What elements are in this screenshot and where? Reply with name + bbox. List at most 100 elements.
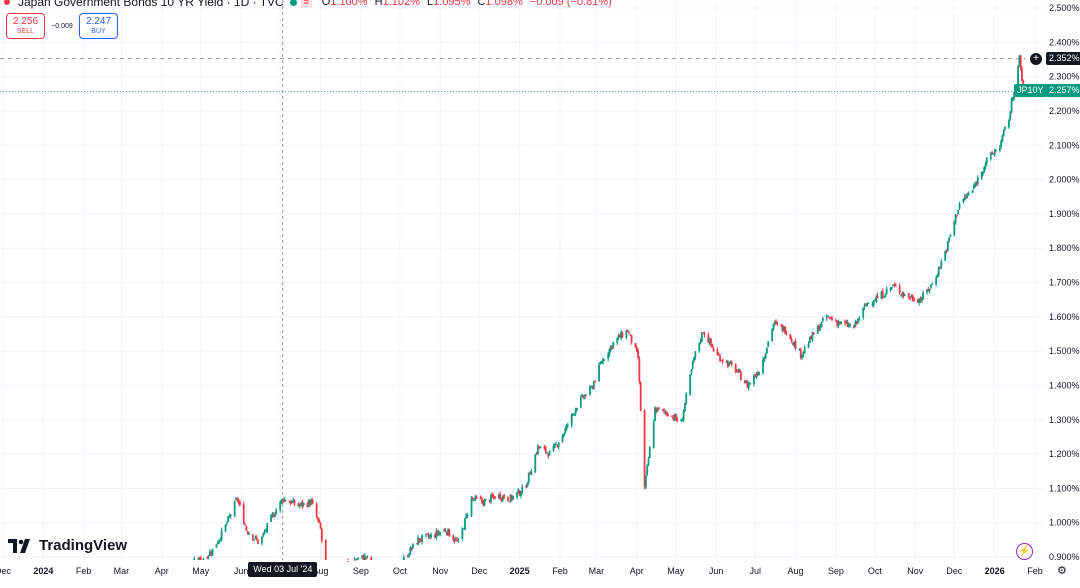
candle-body	[565, 424, 568, 430]
candle-body	[445, 531, 448, 535]
candle-body	[853, 325, 856, 328]
candle-body	[462, 528, 465, 530]
candle-body	[758, 372, 761, 376]
candle-body	[1001, 135, 1004, 142]
candle-body	[464, 518, 466, 530]
candle-body	[782, 326, 785, 331]
candle-body	[428, 535, 431, 538]
candle-body	[707, 334, 710, 344]
market-status-icon[interactable]	[289, 0, 297, 6]
candle-body	[939, 266, 941, 268]
candle-body	[703, 332, 706, 335]
candle-body	[831, 317, 833, 320]
candle-body	[235, 499, 237, 501]
candle-body	[357, 557, 360, 559]
candle-body	[603, 359, 606, 361]
candle-body	[585, 395, 587, 397]
candle-body	[802, 351, 805, 356]
candle-body	[500, 498, 503, 500]
candle-body	[517, 489, 520, 494]
candle-body	[298, 505, 301, 507]
candle-body	[543, 446, 546, 449]
candle-body	[448, 529, 451, 537]
candle-body	[535, 453, 538, 455]
x-tick-label: Dec	[471, 566, 488, 576]
candle-body	[903, 294, 906, 296]
candle-body	[562, 433, 565, 436]
candle-body	[300, 502, 302, 505]
candle-body	[926, 290, 928, 293]
candle-body	[576, 408, 578, 411]
close-label: C	[477, 0, 486, 8]
sell-price: 2.256	[12, 16, 39, 27]
gear-icon[interactable]: ⚙	[1057, 565, 1067, 577]
x-tick-label: Jun	[709, 566, 724, 576]
candle-body	[494, 496, 496, 499]
symbol-title[interactable]: Japan Government Bonds 10 YR Yield · 1D …	[18, 0, 284, 9]
candle-body	[510, 495, 513, 500]
candle-body	[949, 234, 952, 237]
candle-body	[288, 502, 291, 503]
candle-body	[737, 370, 740, 371]
candle-body	[402, 557, 405, 560]
candle-body	[409, 547, 412, 555]
candle-body	[309, 500, 312, 506]
candle-body	[881, 290, 884, 298]
candle-body	[747, 383, 750, 389]
candle-body	[767, 341, 770, 347]
candle-body	[410, 548, 413, 550]
spread-value: −0.009	[51, 22, 73, 30]
candle-body	[919, 298, 922, 301]
candle-body	[674, 414, 677, 420]
x-tick-label: Jul	[749, 566, 761, 576]
candle-body	[617, 335, 620, 338]
candle-body	[453, 538, 456, 542]
candle-body	[242, 504, 245, 525]
candle-body	[784, 326, 787, 334]
candle-body	[361, 555, 364, 558]
candle-body	[840, 321, 842, 324]
candle-body	[518, 490, 521, 496]
candle-body	[763, 357, 766, 361]
candle-body	[291, 501, 293, 504]
buy-button[interactable]: 2.247 BUY	[79, 13, 118, 39]
candle-body	[275, 509, 278, 515]
candle-body	[901, 293, 904, 296]
candle-body	[983, 167, 986, 173]
candle-body	[922, 292, 924, 300]
candle-body	[1017, 65, 1019, 94]
candle-body	[198, 558, 201, 560]
add-alert-icon[interactable]: +	[1029, 51, 1043, 66]
y-tick-label: 2.500%	[1049, 3, 1080, 13]
candle-body	[700, 332, 703, 342]
candle-body	[266, 523, 269, 532]
sell-button[interactable]: 2.256 SELL	[6, 13, 45, 39]
x-tick-label: Apr	[630, 566, 644, 576]
candle-body	[780, 324, 783, 326]
candle-body	[766, 347, 768, 354]
candle-body	[680, 420, 682, 422]
flag-icon[interactable]: ≡	[300, 0, 312, 8]
candle-body	[566, 424, 569, 426]
candle-body	[525, 486, 528, 488]
candle-body	[721, 359, 724, 362]
candle-body	[746, 380, 749, 388]
candle-body	[664, 412, 667, 414]
candle-body	[621, 332, 624, 338]
candle-body	[280, 499, 283, 503]
candle-body	[529, 473, 531, 475]
buy-label: BUY	[91, 28, 106, 35]
candle-body	[599, 363, 602, 365]
candle-body	[406, 556, 409, 558]
candle-body	[546, 452, 548, 454]
candle-body	[434, 534, 436, 538]
buy-price: 2.247	[85, 16, 112, 27]
candle-body	[289, 501, 292, 505]
tradingview-logo[interactable]: TradingView	[8, 537, 127, 554]
y-tick-label: 1.800%	[1049, 243, 1080, 253]
candle-body	[867, 302, 870, 304]
lightning-icon[interactable]: ⚡	[1016, 543, 1033, 560]
candle-body	[354, 559, 357, 561]
candle-body	[971, 189, 974, 193]
